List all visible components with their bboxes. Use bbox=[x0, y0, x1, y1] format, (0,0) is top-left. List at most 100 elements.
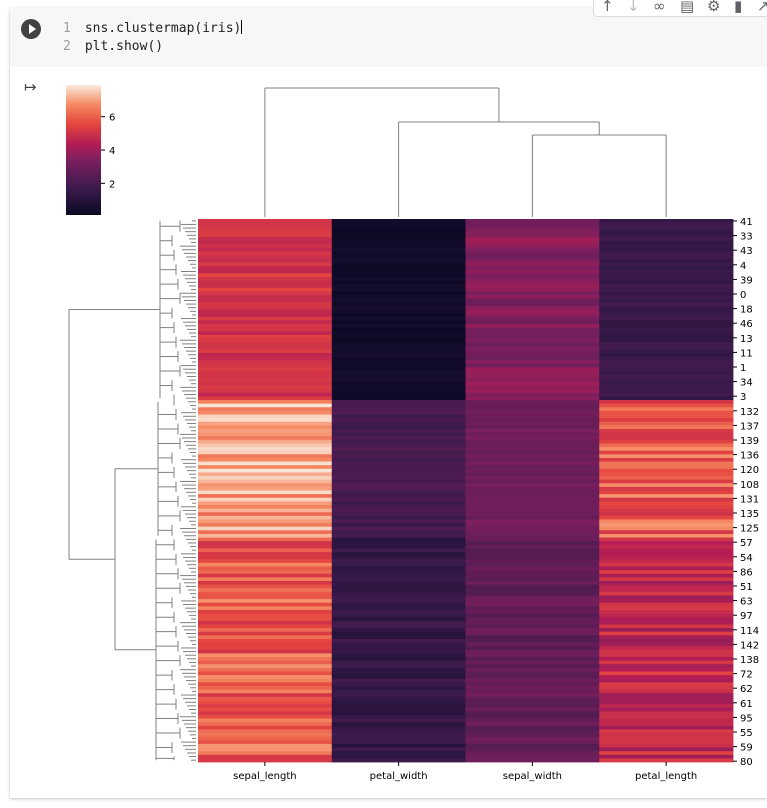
heatmap-cell bbox=[331, 439, 466, 444]
arrow-down-icon[interactable]: ↓ bbox=[627, 0, 640, 15]
heatmap-cell bbox=[465, 447, 600, 452]
heatmap-cell bbox=[331, 700, 466, 705]
heatmap-cell bbox=[331, 657, 466, 662]
heatmap-cell bbox=[599, 371, 734, 376]
heatmap-cell bbox=[198, 291, 333, 296]
heatmap-cell bbox=[465, 718, 600, 723]
heatmap-cell bbox=[198, 675, 333, 680]
heatmap-cell bbox=[331, 740, 466, 745]
heatmap-cell bbox=[465, 461, 600, 466]
heatmap-cell bbox=[198, 320, 333, 325]
heatmap-cell bbox=[198, 367, 333, 372]
heatmap-cell bbox=[331, 287, 466, 292]
row-label: 55 bbox=[740, 728, 753, 739]
heatmap-cell bbox=[198, 584, 333, 589]
heatmap-cell bbox=[599, 631, 734, 636]
heatmap-cell bbox=[599, 609, 734, 614]
text-cursor bbox=[241, 20, 243, 34]
heatmap-cell bbox=[331, 338, 466, 343]
heatmap-cell bbox=[599, 711, 734, 716]
heatmap-cell bbox=[465, 418, 600, 423]
gear-icon[interactable]: ⚙ bbox=[707, 0, 721, 15]
heatmap-cell bbox=[331, 465, 466, 470]
column-label: sepal_length bbox=[233, 771, 297, 782]
heatmap-cell bbox=[198, 465, 333, 470]
heatmap-cell bbox=[331, 736, 466, 741]
output-icon[interactable]: ↦ bbox=[24, 78, 37, 96]
heatmap-cell bbox=[599, 439, 734, 444]
heatmap-cell bbox=[198, 508, 333, 513]
heatmap-cell bbox=[198, 305, 333, 310]
heatmap-cell bbox=[331, 533, 466, 538]
heatmap-cell bbox=[465, 552, 600, 557]
heatmap-cell bbox=[198, 439, 333, 444]
heatmap-cell bbox=[198, 718, 333, 723]
comment-icon[interactable]: ▤ bbox=[680, 0, 695, 15]
heatmap-cell bbox=[198, 631, 333, 636]
heatmap-cell bbox=[198, 541, 333, 546]
heatmap-cell bbox=[599, 588, 734, 593]
row-label: 108 bbox=[740, 480, 759, 491]
heatmap-cell bbox=[599, 646, 734, 651]
heatmap-cell bbox=[599, 497, 734, 502]
heatmap-cell bbox=[599, 258, 734, 263]
heatmap-cell bbox=[465, 714, 600, 719]
heatmap-cell bbox=[599, 696, 734, 701]
heatmap-cell bbox=[331, 685, 466, 690]
row-label: 13 bbox=[740, 334, 753, 345]
arrow-up-icon[interactable]: ↑ bbox=[601, 0, 614, 15]
heatmap-cell bbox=[465, 276, 600, 281]
heatmap-cell bbox=[465, 237, 600, 242]
heatmap-cell bbox=[331, 588, 466, 593]
heatmap-cell bbox=[599, 392, 734, 397]
heatmap-cell bbox=[465, 577, 600, 582]
heatmap-cell bbox=[465, 555, 600, 560]
heatmap-cell bbox=[599, 338, 734, 343]
code-editor[interactable]: 1 sns.clustermap(iris) 2 plt.show() bbox=[10, 8, 767, 67]
heatmap-cell bbox=[465, 591, 600, 596]
heatmap-cell bbox=[465, 667, 600, 672]
heatmap-cell bbox=[331, 620, 466, 625]
heatmap-cell bbox=[465, 747, 600, 752]
heatmap-cell bbox=[599, 450, 734, 455]
colorbar-ticks: 2 4 6 bbox=[101, 113, 115, 190]
heatmap-cell bbox=[599, 247, 734, 252]
heatmap-cell bbox=[465, 704, 600, 709]
expand-icon[interactable]: ↗ bbox=[757, 0, 767, 15]
heatmap-cell bbox=[331, 635, 466, 640]
heatmap-cell bbox=[599, 693, 734, 698]
heatmap-cell bbox=[331, 295, 466, 300]
heatmap-cell bbox=[198, 533, 333, 538]
heatmap-cell bbox=[465, 472, 600, 477]
code-line-1[interactable]: 1 sns.clustermap(iris) bbox=[63, 20, 243, 36]
heatmap-cell bbox=[465, 229, 600, 234]
heatmap-cell bbox=[599, 305, 734, 310]
heatmap-cell bbox=[465, 530, 600, 535]
heatmap-cell bbox=[465, 696, 600, 701]
heatmap-cell bbox=[465, 664, 600, 669]
heatmap-cell bbox=[465, 378, 600, 383]
heatmap-cell bbox=[331, 609, 466, 614]
code-line-2[interactable]: 2 plt.show() bbox=[63, 39, 163, 54]
heatmap-cell bbox=[331, 642, 466, 647]
row-label: 72 bbox=[740, 670, 753, 681]
heatmap-cell bbox=[198, 740, 333, 745]
trash-icon[interactable]: ▮ bbox=[734, 0, 743, 15]
link-icon[interactable]: ∞ bbox=[653, 0, 666, 15]
heatmap-cell bbox=[331, 226, 466, 231]
run-cell-button[interactable] bbox=[21, 19, 41, 39]
heatmap-cell bbox=[198, 733, 333, 738]
heatmap-cell bbox=[599, 678, 734, 683]
heatmap-cell bbox=[599, 700, 734, 705]
heatmap-cell bbox=[465, 432, 600, 437]
heatmap-cell bbox=[465, 454, 600, 459]
heatmap-cell bbox=[465, 233, 600, 238]
heatmap-cell bbox=[599, 617, 734, 622]
heatmap-cell bbox=[599, 613, 734, 618]
heatmap-cell bbox=[331, 696, 466, 701]
heatmap-cell bbox=[198, 678, 333, 683]
heatmap-cell bbox=[331, 544, 466, 549]
heatmap-cell bbox=[599, 504, 734, 509]
heatmap-cell bbox=[198, 635, 333, 640]
heatmap-cell bbox=[198, 371, 333, 376]
